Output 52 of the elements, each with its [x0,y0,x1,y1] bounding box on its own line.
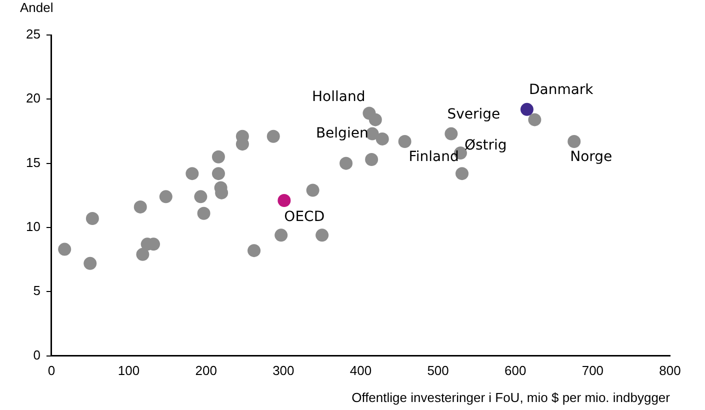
point [398,135,412,148]
point [365,152,378,166]
point [520,102,534,116]
x-tick-label: 100 [118,363,140,378]
point [134,200,147,214]
x-tick-label: 200 [195,363,217,378]
y-tick-label: 0 [33,347,40,362]
point [568,135,581,148]
y-tick-label: 25 [26,26,40,42]
point [444,127,458,140]
annotation: Danmark [528,82,594,98]
y-axis-title: Andel [20,0,54,16]
y-tick-label: 5 [33,283,40,298]
annotation: Belgien [316,125,368,142]
y-tick-label: 10 [26,219,40,234]
point [248,244,261,258]
point [186,167,199,180]
annotation: Sverige [447,106,500,122]
x-tick-label: 0 [48,363,56,378]
point [266,130,280,143]
point [212,150,225,164]
annotation: OECD [284,209,325,226]
point [456,167,469,180]
x-tick-label: 800 [659,363,681,378]
x-axis-title: Offentlige investeringer i FoU, mio $ per mio. indbygger [352,390,671,405]
point [316,228,329,242]
point [212,167,225,180]
point [306,184,320,197]
point [340,156,353,170]
point [368,113,382,126]
point [194,190,208,204]
point [84,256,97,270]
point [58,242,72,256]
annotation: Holland [312,88,366,105]
point [197,206,210,220]
point [159,190,172,204]
x-tick-label: 500 [427,363,449,378]
point [278,194,291,208]
annotation: Østrig [464,138,507,154]
x-tick-label: 300 [272,363,294,378]
x-tick-label: 700 [582,363,604,378]
y-tick-label: 20 [26,90,40,106]
y-tick-label: 15 [26,154,40,170]
x-tick-label: 600 [504,363,526,378]
point [376,132,389,146]
annotation: Finland [408,149,459,166]
point [528,113,542,126]
annotation: Norge [570,149,612,166]
point [86,212,99,225]
point [136,248,150,261]
point [274,228,288,242]
x-tick-label: 400 [350,363,372,378]
